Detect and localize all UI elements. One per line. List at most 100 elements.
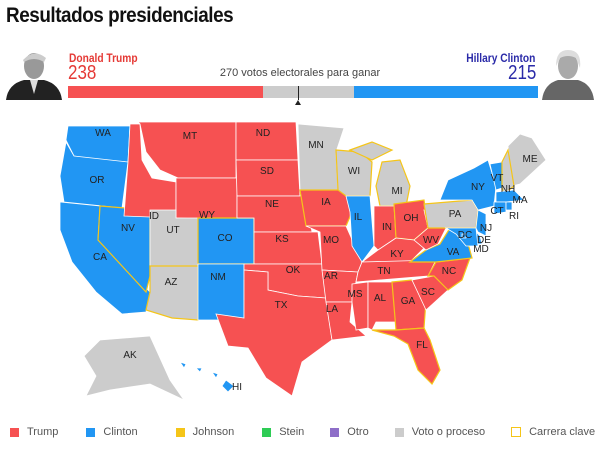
trump-votes: 238 bbox=[68, 62, 97, 84]
threshold-label: 270 votos electorales para ganar bbox=[219, 67, 381, 79]
state-label-mo: MO bbox=[323, 235, 339, 246]
state-label-ma: MA bbox=[513, 195, 528, 206]
state-dc[interactable] bbox=[461, 233, 467, 239]
state-label-tx: TX bbox=[275, 300, 288, 311]
clinton-avatar bbox=[542, 50, 594, 100]
state-tx[interactable] bbox=[215, 269, 333, 397]
legend-item-clinton: Clinton bbox=[86, 426, 138, 438]
state-label-sd: SD bbox=[260, 166, 274, 177]
legend-swatch-icon bbox=[262, 427, 272, 437]
state-nj[interactable] bbox=[475, 209, 487, 237]
state-label-oh: OH bbox=[404, 213, 419, 224]
state-al[interactable] bbox=[367, 281, 397, 331]
page-title: Resultados presidenciales bbox=[6, 4, 234, 27]
state-label-la: LA bbox=[326, 304, 339, 315]
state-label-wv: WV bbox=[423, 235, 439, 246]
legend-label: Voto o proceso bbox=[411, 426, 486, 438]
state-label-pa: PA bbox=[449, 209, 462, 220]
state-label-nv: NV bbox=[121, 223, 135, 234]
state-label-me: ME bbox=[523, 154, 538, 165]
state-label-ny: NY bbox=[471, 182, 485, 193]
state-az[interactable] bbox=[145, 265, 199, 321]
legend-label: Otro bbox=[347, 426, 369, 438]
state-label-ms: MS bbox=[348, 289, 363, 300]
state-label-nh: NH bbox=[501, 184, 515, 195]
state-label-wi: WI bbox=[348, 166, 360, 177]
state-nh[interactable] bbox=[501, 148, 515, 196]
electoral-bar bbox=[68, 86, 538, 98]
state-label-ut: UT bbox=[166, 225, 179, 236]
trump-name: Donald Trump bbox=[69, 51, 138, 65]
state-ms[interactable] bbox=[351, 281, 369, 331]
legend-item-voto-o-proceso: Voto o proceso bbox=[394, 426, 486, 438]
legend-label: Carrera clave bbox=[529, 426, 596, 438]
state-label-il: IL bbox=[354, 212, 363, 223]
legend-swatch-icon bbox=[10, 427, 19, 437]
us-map: WA OR CA NV ID MT WY UT CO AZ NM ND SD NE KS OK TX MN IA MO… bbox=[59, 121, 547, 402]
state-label-ct: CT bbox=[490, 206, 503, 217]
legend-item-otro: Otro bbox=[330, 426, 369, 438]
threshold-marker bbox=[297, 86, 299, 100]
trump-bar bbox=[68, 86, 264, 98]
state-label-or: OR bbox=[90, 175, 105, 186]
clinton-name: Hillary Clinton bbox=[465, 51, 535, 65]
state-label-sc: SC bbox=[421, 287, 435, 298]
state-label-mt: MT bbox=[183, 131, 197, 142]
legend-swatch-icon bbox=[175, 427, 185, 437]
state-label-al: AL bbox=[374, 293, 387, 304]
state-label-ca: CA bbox=[93, 252, 107, 263]
state-ct[interactable] bbox=[493, 201, 507, 215]
state-label-wy: WY bbox=[199, 210, 215, 221]
state-label-id: ID bbox=[149, 211, 159, 222]
state-label-va: VA bbox=[447, 247, 460, 258]
state-label-nc: NC bbox=[442, 266, 456, 277]
legend: Trump Clinton Johnson Stein Otro Voto o proce… bbox=[10, 426, 595, 438]
state-label-ky: KY bbox=[390, 249, 404, 260]
state-label-ok: OK bbox=[286, 265, 301, 276]
state-label-ak: AK bbox=[123, 350, 137, 361]
state-label-ga: GA bbox=[401, 296, 416, 307]
state-label-nd: ND bbox=[256, 128, 270, 139]
clinton-votes: 215 bbox=[507, 62, 536, 84]
state-label-fl: FL bbox=[416, 340, 428, 351]
legend-swatch-icon bbox=[86, 427, 96, 437]
legend-swatch-icon bbox=[394, 427, 404, 437]
legend-item-johnson: Johnson bbox=[175, 426, 235, 438]
state-ak[interactable] bbox=[83, 335, 186, 402]
state-label-tn: TN bbox=[377, 266, 390, 277]
state-ri[interactable] bbox=[505, 201, 513, 211]
legend-swatch-icon bbox=[511, 427, 522, 437]
state-label-nj: NJ bbox=[480, 223, 492, 234]
trump-avatar bbox=[6, 53, 62, 100]
state-label-ks: KS bbox=[275, 234, 289, 245]
legend-swatch-icon bbox=[330, 427, 340, 437]
state-label-md: MD bbox=[473, 244, 489, 255]
state-label-hi: HI bbox=[232, 382, 242, 393]
state-label-mi: MI bbox=[391, 186, 402, 197]
state-label-co: CO bbox=[218, 233, 233, 244]
threshold-arrow-icon bbox=[294, 100, 301, 105]
state-hi[interactable] bbox=[179, 361, 235, 393]
state-label-vt: VT bbox=[491, 173, 504, 184]
state-ma[interactable] bbox=[495, 189, 525, 203]
state-label-ia: IA bbox=[321, 197, 331, 208]
legend-item-trump: Trump bbox=[10, 426, 58, 438]
state-label-dc: DC bbox=[458, 230, 472, 241]
legend-item-carrera-clave: Carrera clave bbox=[511, 426, 595, 438]
state-label-ar: AR bbox=[324, 271, 338, 282]
legend-item-stein: Stein bbox=[262, 426, 304, 438]
state-label-de: DE bbox=[477, 235, 491, 246]
legend-label: Johnson bbox=[192, 426, 235, 438]
legend-label: Clinton bbox=[103, 426, 138, 438]
state-label-ri: RI bbox=[509, 211, 519, 222]
state-label-in: IN bbox=[382, 222, 392, 233]
legend-label: Stein bbox=[279, 426, 305, 438]
state-label-az: AZ bbox=[165, 277, 178, 288]
state-label-mn: MN bbox=[308, 140, 324, 151]
legend-label: Trump bbox=[27, 426, 59, 438]
state-label-nm: NM bbox=[210, 272, 226, 283]
state-label-wa: WA bbox=[95, 128, 111, 139]
state-fl[interactable] bbox=[371, 327, 441, 385]
clinton-bar bbox=[353, 86, 538, 98]
